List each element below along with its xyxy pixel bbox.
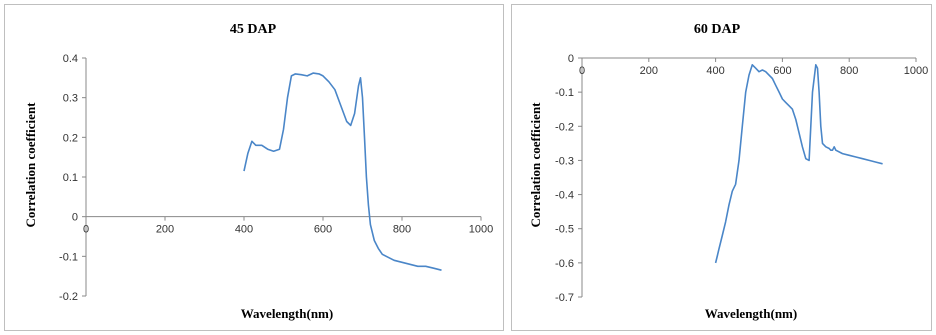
x-tick-label: 0 — [83, 224, 89, 236]
y-tick-label: -0.4 — [555, 190, 574, 202]
x-tick-label: 600 — [773, 65, 791, 77]
y-tick-label: -0.2 — [59, 291, 78, 303]
chart-panel-45dap: 45 DAP Wavelength(nm) Correlation coeffi… — [4, 4, 504, 331]
x-axis-label: Wavelength(nm) — [705, 306, 797, 321]
plot-area: 0 -0.1 -0.2 -0.3 -0.4 -0.5 -0.6 -0.7 0 200 400 600 8… — [555, 53, 928, 304]
x-tick-label: 1000 — [904, 65, 928, 77]
x-tick-label: 200 — [640, 65, 658, 77]
chart-45dap: 45 DAP Wavelength(nm) Correlation coeffi… — [23, 22, 493, 321]
y-tick-label: 0.4 — [63, 53, 78, 65]
plot-area: 0.4 0.3 0.2 0.1 0 -0.1 -0.2 0 200 400 600 800 1000 — [59, 53, 493, 303]
y-axis-label: Correlation coefficient — [528, 102, 543, 228]
chart-panel-60dap: 60 DAP Wavelength(nm) Correlation coeffi… — [511, 4, 932, 331]
y-tick-label: 0.3 — [63, 93, 78, 105]
series-line — [714, 64, 883, 264]
x-tick-label: 400 — [235, 224, 253, 236]
chart-title: 45 DAP — [230, 22, 277, 37]
chart-60dap: 60 DAP Wavelength(nm) Correlation coeffi… — [528, 22, 928, 321]
y-tick-label: 0 — [72, 212, 78, 224]
x-tick-label: 800 — [840, 65, 858, 77]
x-axis-label: Wavelength(nm) — [241, 306, 333, 321]
x-tick-label: 800 — [393, 224, 411, 236]
series-line — [243, 72, 442, 271]
x-tick-label: 600 — [314, 224, 332, 236]
y-tick-label: -0.5 — [555, 224, 574, 236]
y-tick-label: 0.2 — [63, 132, 78, 144]
y-tick-label: 0.1 — [63, 172, 78, 184]
y-tick-label: -0.1 — [59, 251, 78, 263]
chart-title: 60 DAP — [694, 22, 741, 37]
x-tick-label: 200 — [156, 224, 174, 236]
x-tick-label: 0 — [579, 65, 585, 77]
y-tick-label: -0.7 — [555, 292, 574, 304]
y-tick-label: -0.1 — [555, 87, 574, 99]
y-tick-label: -0.2 — [555, 121, 574, 133]
y-tick-label: -0.3 — [555, 155, 574, 167]
x-tick-label: 1000 — [469, 224, 493, 236]
x-tick-label: 400 — [706, 65, 724, 77]
y-tick-label: -0.6 — [555, 258, 574, 270]
y-axis-label: Correlation coefficient — [23, 102, 38, 228]
y-tick-label: 0 — [568, 53, 574, 65]
